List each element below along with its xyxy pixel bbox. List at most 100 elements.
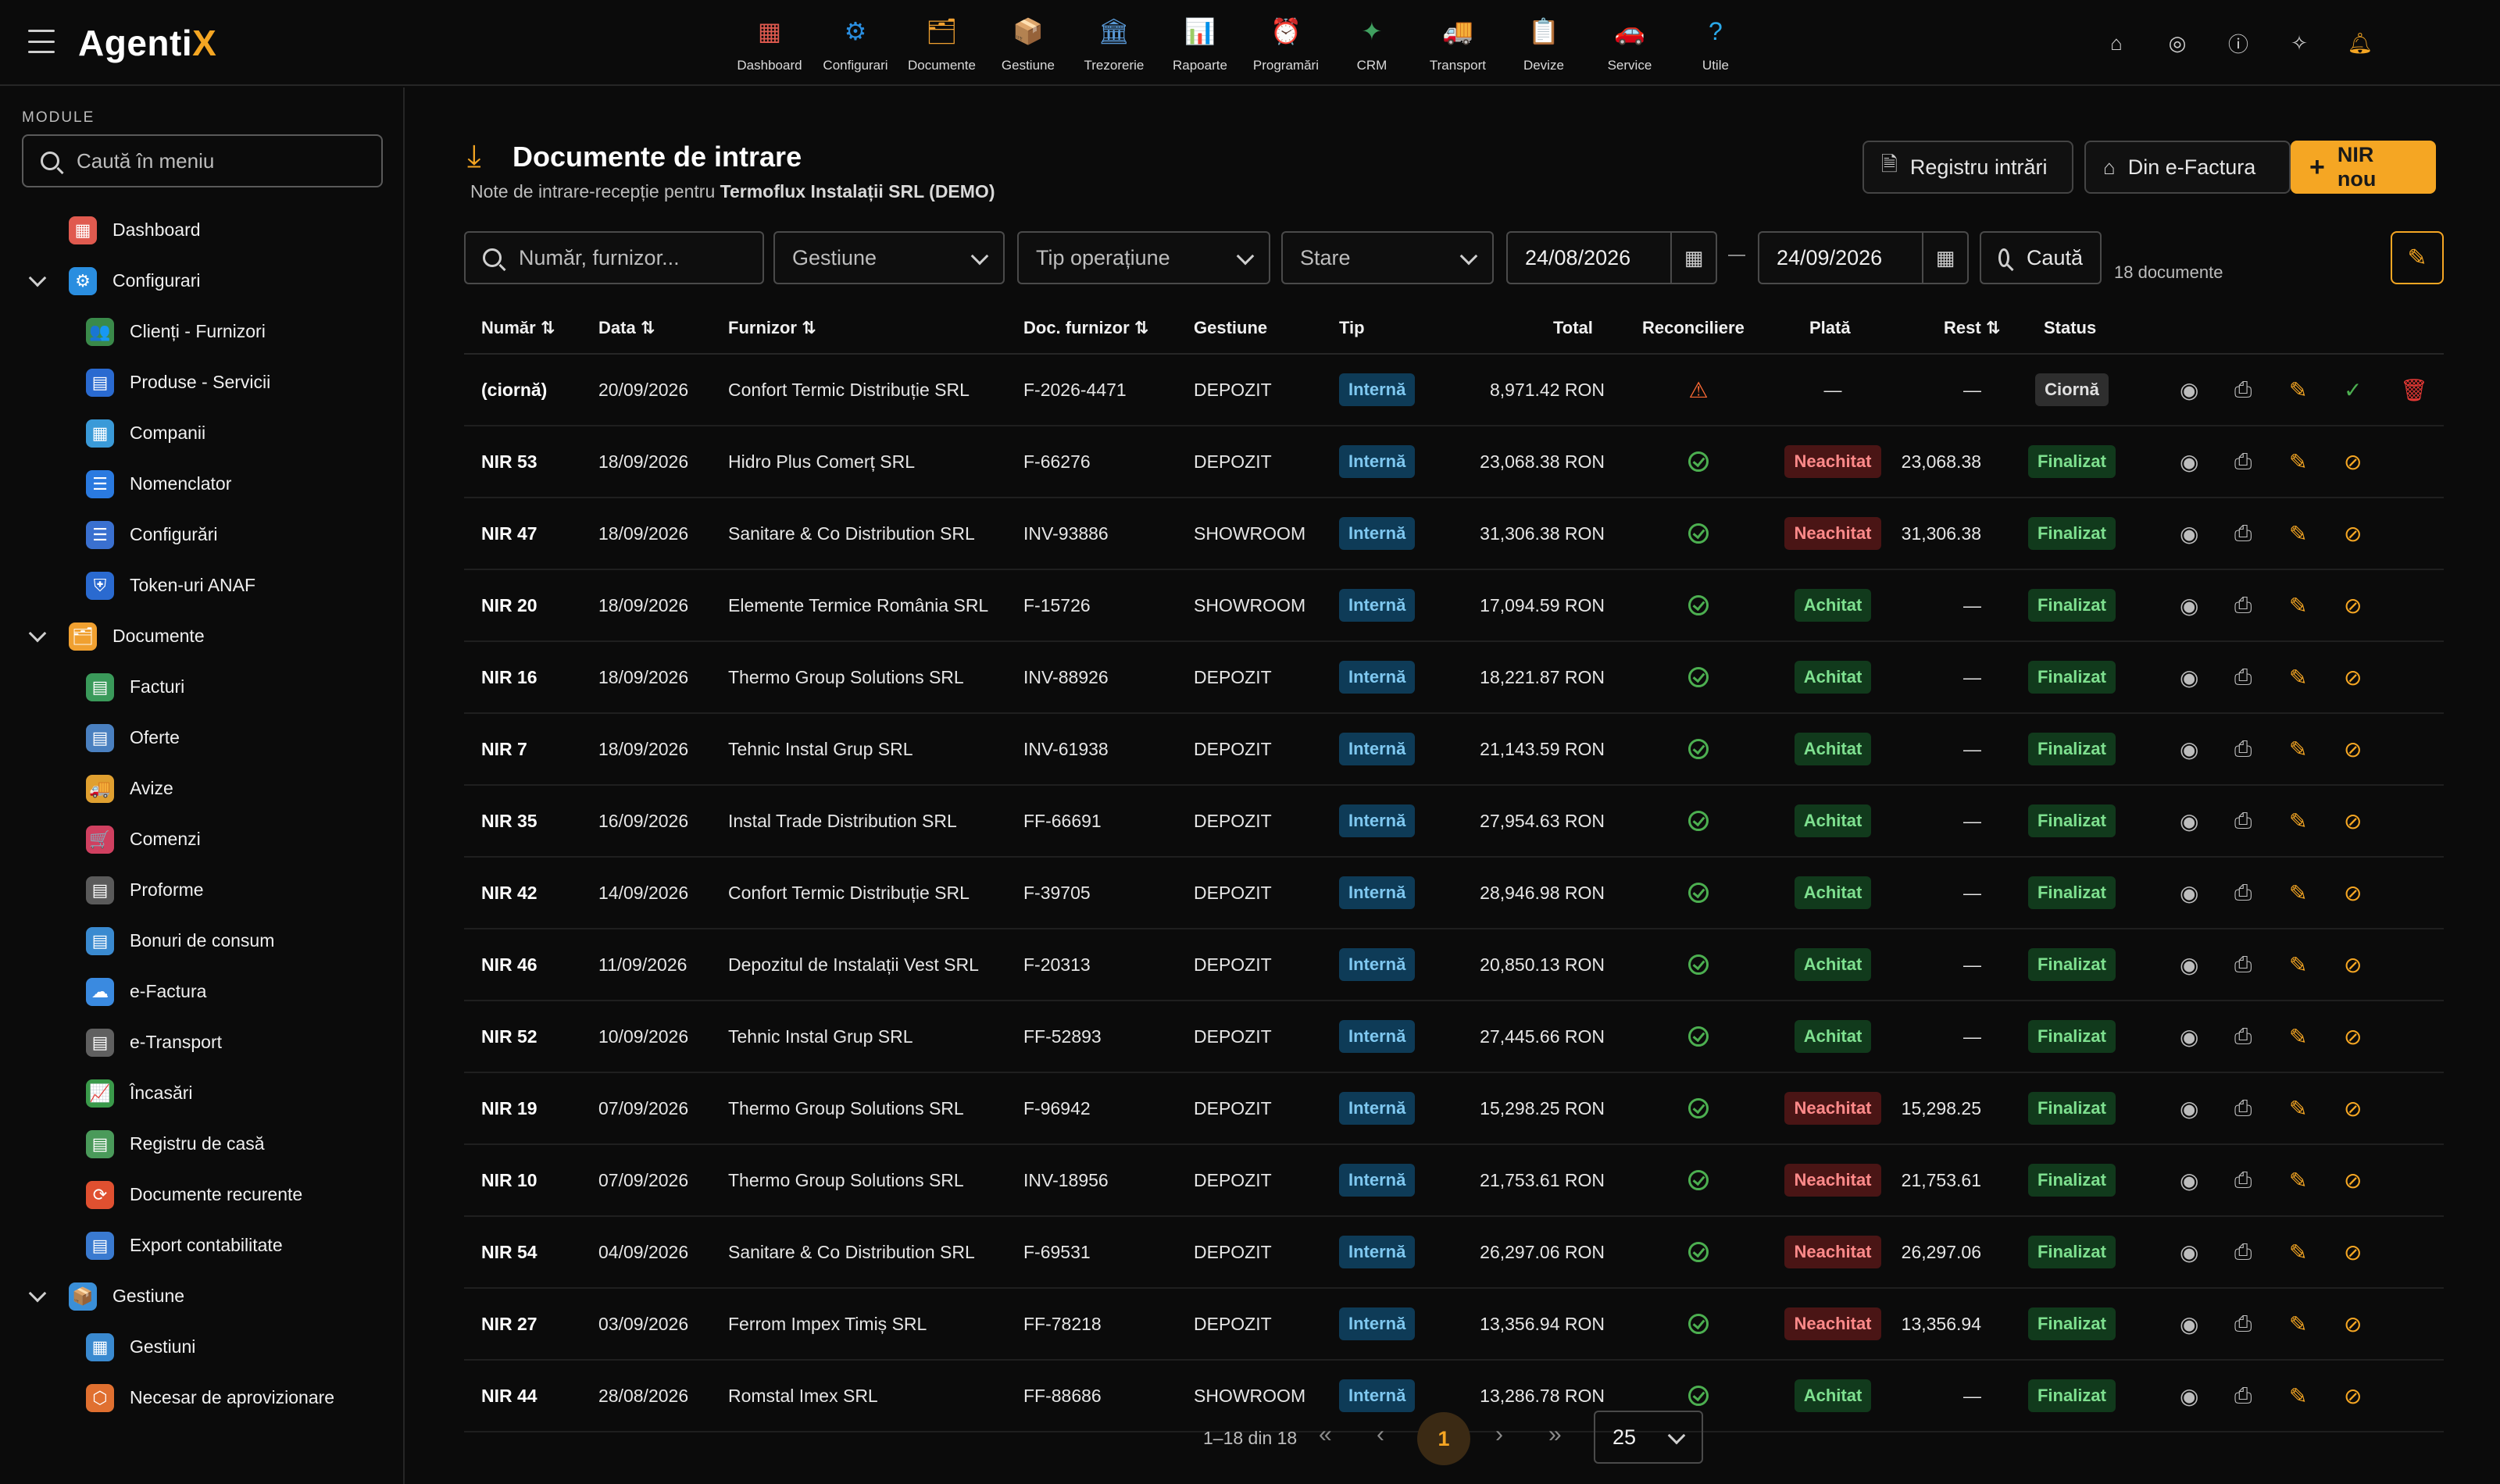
cancel-icon[interactable]: ⊘ bbox=[2344, 808, 2362, 833]
print-icon[interactable]: ⎙ bbox=[2234, 1095, 2252, 1120]
chevron-down-icon[interactable] bbox=[28, 269, 47, 287]
sidebar-item-produse-servicii[interactable]: ▤ Produse - Servicii bbox=[0, 357, 405, 408]
sidebar-item-companii[interactable]: ▦ Companii bbox=[0, 408, 405, 458]
check-icon[interactable]: ✓ bbox=[2344, 377, 2362, 402]
sidebar-item-e-factura[interactable]: ☁ e-Factura bbox=[0, 966, 405, 1017]
prev-page-icon[interactable]: ‹ bbox=[1377, 1422, 1384, 1447]
sidebar-item-facturi[interactable]: ▤ Facturi bbox=[0, 662, 405, 712]
sidebar-item-comenzi[interactable]: 🛒 Comenzi bbox=[0, 814, 405, 865]
edit-pencil-icon[interactable]: ✎ bbox=[2289, 377, 2308, 402]
cancel-icon[interactable]: ⊘ bbox=[2344, 1383, 2362, 1408]
sidebar-item-configurări[interactable]: ☰ Configurări bbox=[0, 509, 405, 560]
cell-numar[interactable]: NIR 10 bbox=[481, 1169, 538, 1190]
eye-icon[interactable]: ◉ bbox=[2180, 665, 2199, 690]
sidebar-item-e-transport[interactable]: ▤ e-Transport bbox=[0, 1017, 405, 1068]
cell-numar[interactable]: NIR 42 bbox=[481, 882, 538, 903]
current-page-button[interactable]: 1 bbox=[1417, 1412, 1470, 1465]
sidebar-item-gestiune[interactable]: 📦 Gestiune bbox=[0, 1271, 405, 1322]
eye-icon[interactable]: ◉ bbox=[2180, 808, 2199, 833]
eye-icon[interactable]: ◉ bbox=[2180, 1096, 2199, 1121]
sidebar-item-token-uri-anaf[interactable]: ⛨ Token-uri ANAF bbox=[0, 560, 405, 611]
menu-toggle-icon[interactable] bbox=[28, 30, 55, 53]
edit-pencil-icon[interactable]: ✎ bbox=[2289, 808, 2308, 833]
compass-icon[interactable]: ◎ bbox=[2168, 30, 2187, 55]
eye-icon[interactable]: ◉ bbox=[2180, 521, 2199, 546]
sidebar-item-documente-recurente[interactable]: ⟳ Documente recurente bbox=[0, 1169, 405, 1220]
cell-numar[interactable]: NIR 16 bbox=[481, 666, 538, 687]
eye-icon[interactable]: ◉ bbox=[2180, 449, 2199, 474]
module-dashboard[interactable]: ▦ Dashboard bbox=[736, 9, 803, 80]
print-icon[interactable]: ⎙ bbox=[2234, 448, 2252, 473]
sidebar-item-necesar-de-aprovizionare[interactable]: ⬡ Necesar de aprovizionare bbox=[0, 1372, 405, 1423]
cell-numar[interactable]: NIR 47 bbox=[481, 523, 538, 544]
first-page-icon[interactable]: « bbox=[1319, 1422, 1332, 1447]
print-icon[interactable]: ⎙ bbox=[2234, 520, 2252, 545]
eye-icon[interactable]: ◉ bbox=[2180, 1383, 2199, 1408]
sparkle-icon[interactable]: ✧ bbox=[2291, 30, 2308, 55]
module-documente[interactable]: 🗂 Documente bbox=[908, 9, 976, 80]
edit-pencil-icon[interactable]: ✎ bbox=[2289, 1240, 2308, 1265]
page-size-select[interactable]: 25 bbox=[1594, 1411, 1703, 1464]
chevron-down-icon[interactable] bbox=[28, 624, 47, 642]
module-service[interactable]: 🚗 Service bbox=[1596, 9, 1663, 80]
table-row[interactable]: (ciornă) 20/09/2026 Confort Termic Distrib… bbox=[464, 355, 2444, 426]
sidebar-item-dashboard[interactable]: ▦ Dashboard bbox=[0, 205, 405, 255]
module-gestiune[interactable]: 📦 Gestiune bbox=[995, 9, 1062, 80]
edit-pencil-icon[interactable]: ✎ bbox=[2289, 1168, 2308, 1193]
table-row[interactable]: NIR 10 07/09/2026 Thermo Group Solutions S… bbox=[464, 1145, 2444, 1217]
edit-pencil-icon[interactable]: ✎ bbox=[2289, 665, 2308, 690]
module-configurari[interactable]: ⚙ Configurari bbox=[822, 9, 889, 80]
print-icon[interactable]: ⎙ bbox=[2234, 1167, 2252, 1192]
din-efactura-button[interactable]: ⌂ Din e-Factura bbox=[2084, 141, 2291, 194]
module-utile[interactable]: ? Utile bbox=[1682, 9, 1749, 80]
cell-numar[interactable]: NIR 44 bbox=[481, 1385, 538, 1406]
last-page-icon[interactable]: » bbox=[1548, 1422, 1562, 1447]
table-row[interactable]: NIR 47 18/09/2026 Sanitare & Co Distributi… bbox=[464, 498, 2444, 570]
help-icon[interactable]: ⓘ bbox=[2227, 32, 2248, 56]
cell-numar[interactable]: NIR 7 bbox=[481, 738, 527, 759]
cell-numar[interactable]: NIR 46 bbox=[481, 954, 538, 975]
col-numar[interactable]: Număr ⇅ bbox=[481, 318, 555, 337]
eye-icon[interactable]: ◉ bbox=[2180, 952, 2199, 977]
table-row[interactable]: NIR 54 04/09/2026 Sanitare & Co Distributi… bbox=[464, 1217, 2444, 1289]
cell-numar[interactable]: (ciornă) bbox=[481, 379, 548, 400]
print-icon[interactable]: ⎙ bbox=[2234, 1382, 2252, 1407]
sidebar-item-documente[interactable]: 🗂 Documente bbox=[0, 611, 405, 662]
eye-icon[interactable]: ◉ bbox=[2180, 737, 2199, 762]
col-rest[interactable]: Rest ⇅ bbox=[1944, 318, 2001, 337]
table-row[interactable]: NIR 52 10/09/2026 Tehnic Instal Grup SRL FF… bbox=[464, 1001, 2444, 1073]
sidebar-item-gestiuni[interactable]: ▦ Gestiuni bbox=[0, 1322, 405, 1372]
eye-icon[interactable]: ◉ bbox=[2180, 880, 2199, 905]
table-row[interactable]: NIR 42 14/09/2026 Confort Termic Distribuț… bbox=[464, 858, 2444, 929]
cell-numar[interactable]: NIR 54 bbox=[481, 1241, 538, 1262]
table-row[interactable]: NIR 19 07/09/2026 Thermo Group Solutions S… bbox=[464, 1073, 2444, 1145]
bell-icon[interactable]: 🔔︎ bbox=[2347, 30, 2373, 55]
edit-pencil-icon[interactable]: ✎ bbox=[2289, 521, 2308, 546]
print-icon[interactable]: ⎙ bbox=[2234, 879, 2252, 904]
cell-numar[interactable]: NIR 35 bbox=[481, 810, 538, 831]
date-from-input[interactable]: 24/08/2026 ▦ bbox=[1506, 231, 1717, 284]
cancel-icon[interactable]: ⊘ bbox=[2344, 1168, 2362, 1193]
module-transport[interactable]: 🚚 Transport bbox=[1424, 9, 1491, 80]
cell-numar[interactable]: NIR 20 bbox=[481, 594, 538, 615]
module-rapoarte[interactable]: 📊 Rapoarte bbox=[1166, 9, 1234, 80]
module-crm[interactable]: ✦ CRM bbox=[1338, 9, 1405, 80]
cancel-icon[interactable]: ⊘ bbox=[2344, 521, 2362, 546]
cancel-icon[interactable]: ⊘ bbox=[2344, 1024, 2362, 1049]
module-trezorerie[interactable]: 🏛 Trezorerie bbox=[1080, 9, 1148, 80]
print-icon[interactable]: ⎙ bbox=[2234, 808, 2252, 833]
edit-pencil-icon[interactable]: ✎ bbox=[2289, 1024, 2308, 1049]
sidebar-search-input[interactable]: Caută în meniu bbox=[22, 134, 383, 187]
cancel-icon[interactable]: ⊘ bbox=[2344, 952, 2362, 977]
cancel-icon[interactable]: ⊘ bbox=[2344, 880, 2362, 905]
table-row[interactable]: NIR 27 03/09/2026 Ferrom Impex Timiș SRL FF… bbox=[464, 1289, 2444, 1361]
edit-pencil-icon[interactable]: ✎ bbox=[2289, 449, 2308, 474]
sidebar-item-încasări[interactable]: 📈 Încasări bbox=[0, 1068, 405, 1118]
eye-icon[interactable]: ◉ bbox=[2180, 1311, 2199, 1336]
date-to-input[interactable]: 24/09/2026 ▦ bbox=[1758, 231, 1969, 284]
stare-select[interactable]: Stare bbox=[1281, 231, 1494, 284]
app-logo[interactable]: AgentiX bbox=[78, 23, 217, 63]
search-input[interactable]: Număr, furnizor... bbox=[464, 231, 764, 284]
col-data[interactable]: Data ⇅ bbox=[598, 318, 655, 337]
edit-pencil-icon[interactable]: ✎ bbox=[2289, 952, 2308, 977]
